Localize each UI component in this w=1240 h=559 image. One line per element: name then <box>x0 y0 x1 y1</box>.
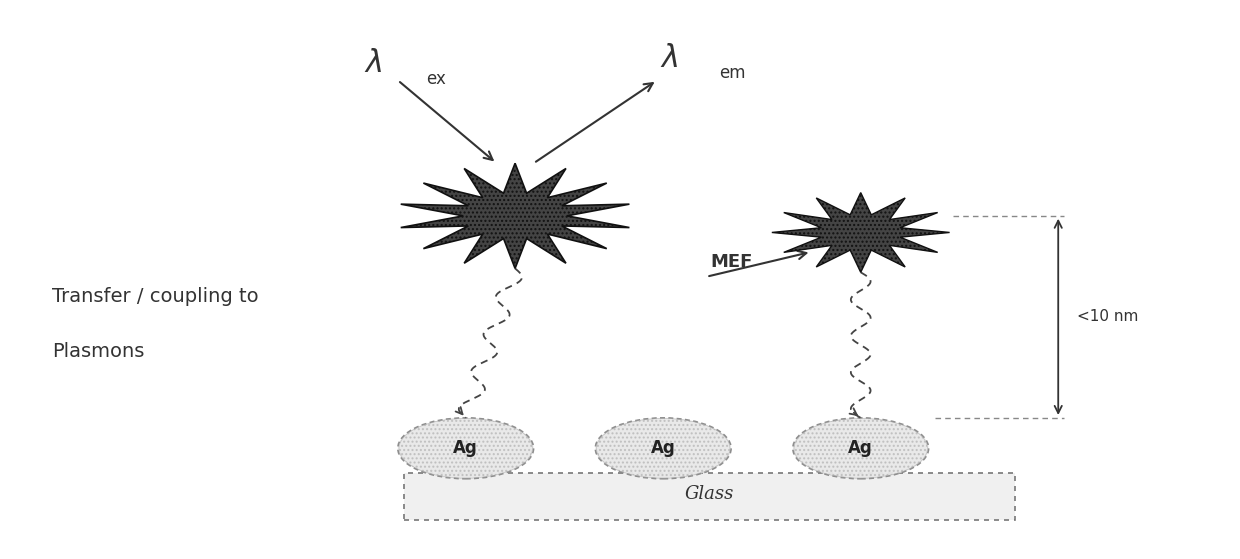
Text: Transfer / coupling to: Transfer / coupling to <box>52 287 259 306</box>
Text: <10 nm: <10 nm <box>1076 309 1138 324</box>
Text: em: em <box>719 64 745 82</box>
Text: Glass: Glass <box>684 485 734 503</box>
Text: Ag: Ag <box>454 439 479 457</box>
Circle shape <box>398 418 533 479</box>
Circle shape <box>595 418 732 479</box>
Text: Plasmons: Plasmons <box>52 342 145 361</box>
Text: MEF: MEF <box>711 253 753 271</box>
Text: $\lambda$: $\lambda$ <box>660 44 678 73</box>
Text: Ag: Ag <box>651 439 676 457</box>
Text: ex: ex <box>427 70 446 88</box>
Polygon shape <box>401 163 630 268</box>
Circle shape <box>792 418 929 479</box>
Polygon shape <box>771 193 950 272</box>
Text: $\lambda$: $\lambda$ <box>365 49 382 78</box>
Bar <box>404 473 1016 520</box>
Text: Ag: Ag <box>848 439 873 457</box>
